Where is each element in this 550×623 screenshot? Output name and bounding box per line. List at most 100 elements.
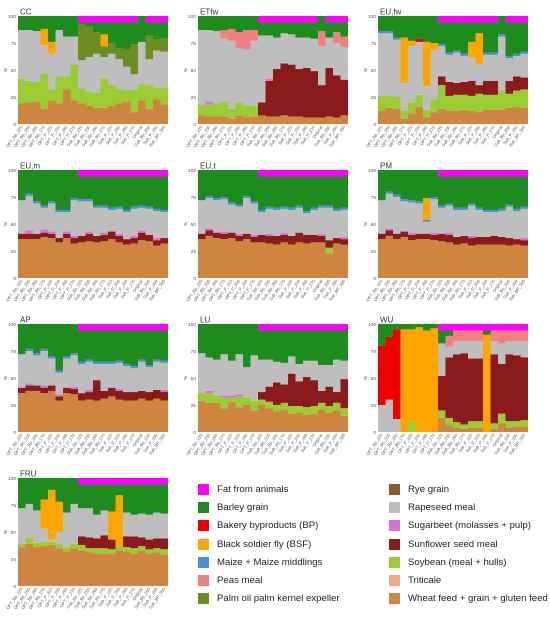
bar-segment-barley (250, 170, 258, 202)
bar-segment-rapeseed (430, 199, 438, 233)
legend-item-maize: Maize + Maize middlings (198, 556, 322, 568)
bar-segment-rapeseed (415, 203, 423, 234)
bar-segment-sugarbeet (220, 395, 228, 398)
bar-segment-sunflower (115, 235, 123, 243)
bar-segment-sunflower (160, 538, 168, 550)
bar-segment-rapeseed (303, 360, 311, 377)
bar-segment-wheat (325, 253, 333, 278)
bar-segment-rapeseed (198, 353, 206, 394)
bar-segment-wheat (385, 107, 393, 124)
bar-segment-sugarbeet (385, 228, 393, 231)
bar-segment-fat (265, 170, 273, 177)
bar-segment-wheat (33, 390, 41, 432)
bar-segment-wheat (235, 115, 243, 124)
bar-segment-wheat (475, 112, 483, 124)
bar-segment-maize (438, 205, 446, 208)
bar-segment-soybean (18, 78, 26, 104)
bar-segment-soybean (445, 417, 453, 426)
bar-segment-fat (85, 324, 93, 331)
bar-segment-sunflower (438, 375, 446, 411)
bar-segment-soybean (250, 105, 258, 117)
bar-segment-sugarbeet (318, 233, 326, 236)
bar-segment-wheat (423, 239, 431, 278)
bar-segment-barley (438, 176, 446, 206)
bar-segment-soybean (490, 94, 498, 110)
bar-segment-barley (25, 478, 33, 504)
bar-segment-sunflower (40, 387, 48, 394)
bar-segment-barley (48, 324, 56, 357)
bar-segment-peas (520, 330, 528, 342)
bar-segment-barley (85, 330, 93, 360)
bar-segment-sunflower (70, 238, 78, 244)
bar-segment-wheat (295, 242, 303, 278)
bar-segment-rapeseed (250, 203, 258, 235)
panel-lu: LU0255075100%OPT_Bp_225OPT_Bp_250OPT_Bp_… (183, 316, 348, 456)
bar-segment-fat (100, 16, 108, 23)
bar-segment-rapeseed (265, 359, 273, 387)
bar-segment-sunflower (250, 236, 258, 243)
bar-segment-rapeseed (498, 211, 506, 237)
bar-segment-sunflower (138, 232, 146, 241)
bar-segment-barley (55, 170, 63, 210)
y-tick-label: 25 (11, 557, 17, 563)
bar-segment-barley (438, 22, 446, 45)
bar-segment-rapeseed (400, 82, 408, 112)
bar-segment-wheat (228, 401, 236, 432)
bar-segment-rapeseed (213, 200, 221, 233)
bar-segment-sunflower (505, 354, 513, 422)
bar-segment-rapeseed (408, 46, 416, 103)
bar-segment-fat (460, 16, 468, 23)
bar-segment-fat (153, 170, 161, 177)
bar-segment-fat (513, 170, 521, 177)
panel-fru: FRU0255075100%OPT_Bp_225OPT_Bp_250OPT_Bp… (3, 470, 168, 610)
bar-segment-wheat (378, 111, 386, 124)
bar-segment-fat (468, 16, 476, 23)
bar-segment-bsf (483, 334, 491, 432)
bar-segment-bsf (48, 489, 56, 540)
y-tick-label: 0 (193, 430, 196, 436)
bar-segment-barley (145, 330, 153, 366)
bar-segment-wheat (160, 243, 168, 278)
bar-segment-fat (160, 478, 168, 485)
y-tick-label: 100 (188, 14, 196, 20)
bar-segment-rapeseed (498, 343, 506, 364)
bar-segment-soybean (228, 397, 236, 402)
bar-segment-fat (340, 324, 348, 331)
bar-segment-wheat (408, 113, 416, 124)
y-tick-label: 0 (373, 276, 376, 282)
legend-item-bsf: Black soldier fly (BSF) (198, 538, 311, 550)
bar-segment-bsf (400, 37, 408, 83)
bar-segment-maize (123, 209, 131, 213)
bar-segment-sunflower (108, 539, 116, 550)
bar-segment-barley (423, 170, 431, 199)
bar-segment-rapeseed (160, 212, 168, 239)
bar-segment-rapeseed (340, 360, 348, 380)
bar-segment-wheat (145, 108, 153, 124)
bar-segment-barley (70, 16, 78, 37)
bar-segment-wheat (340, 244, 348, 278)
legend-item-wheat: Wheat feed + grain + gluten feed (389, 593, 548, 605)
panel-title: WU (380, 316, 394, 325)
bar-segment-barley (100, 330, 108, 362)
bar-segment-rapeseed (48, 203, 56, 232)
bar-segment-rapeseed (123, 366, 131, 393)
bar-segment-maize (25, 348, 33, 351)
bar-segment-barley (513, 22, 521, 54)
bar-segment-rapeseed (78, 201, 86, 236)
bar-segment-palm (93, 32, 101, 54)
bar-segment-maize (33, 353, 41, 356)
bar-segment-barley (468, 176, 476, 204)
bar-segment-wheat (160, 104, 168, 124)
bar-segment-barley (423, 324, 431, 331)
panel-cc: CC0255075100%OPT_Bp_225OPT_Bp_250OPT_Bp_… (3, 8, 168, 148)
bar-segment-rapeseed (430, 49, 438, 100)
bar-segment-barley (235, 170, 243, 205)
bar-segment-sunflower (265, 386, 273, 402)
legend-label: Peas meal (217, 575, 263, 586)
bar-segment-wheat (115, 242, 123, 278)
bar-segment-wheat (243, 405, 251, 432)
bar-segment-maize (93, 361, 101, 364)
bar-segment-barley (498, 16, 506, 35)
bar-segment-barley (400, 16, 408, 38)
bar-segment-rapeseed (70, 503, 78, 544)
